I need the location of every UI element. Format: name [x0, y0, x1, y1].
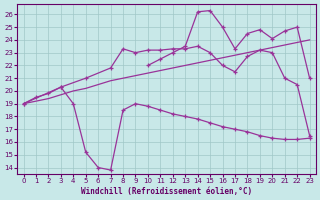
X-axis label: Windchill (Refroidissement éolien,°C): Windchill (Refroidissement éolien,°C)	[81, 187, 252, 196]
